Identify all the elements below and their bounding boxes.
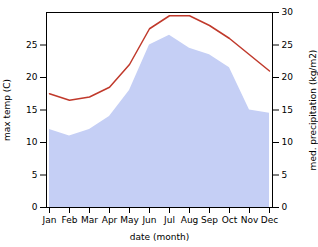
svg-text:Jun: Jun	[141, 215, 156, 225]
svg-text:0: 0	[282, 202, 288, 212]
svg-text:Aug: Aug	[181, 215, 199, 225]
svg-text:Dec: Dec	[261, 215, 278, 225]
svg-text:Oct: Oct	[222, 215, 238, 225]
svg-text:Mar: Mar	[81, 215, 98, 225]
svg-text:25: 25	[282, 40, 293, 50]
svg-text:Jul: Jul	[163, 215, 175, 225]
svg-text:0: 0	[32, 202, 38, 212]
svg-text:20: 20	[26, 72, 38, 82]
svg-text:max temp (C): max temp (C)	[2, 79, 12, 141]
svg-text:15: 15	[282, 105, 293, 115]
svg-text:Sep: Sep	[201, 215, 218, 225]
svg-text:5: 5	[282, 170, 288, 180]
svg-text:May: May	[120, 215, 139, 225]
svg-text:5: 5	[32, 170, 38, 180]
svg-text:date (month): date (month)	[130, 232, 189, 242]
svg-text:Feb: Feb	[62, 215, 78, 225]
svg-text:15: 15	[26, 105, 37, 115]
svg-text:Apr: Apr	[102, 215, 118, 225]
svg-text:10: 10	[282, 137, 294, 147]
svg-text:10: 10	[26, 137, 38, 147]
svg-text:25: 25	[26, 40, 37, 50]
svg-text:Nov: Nov	[241, 215, 259, 225]
svg-text:30: 30	[282, 7, 294, 17]
svg-text:med. precipitation (kg/m2): med. precipitation (kg/m2)	[308, 50, 318, 171]
svg-text:20: 20	[282, 72, 294, 82]
svg-text:Jan: Jan	[42, 215, 57, 225]
